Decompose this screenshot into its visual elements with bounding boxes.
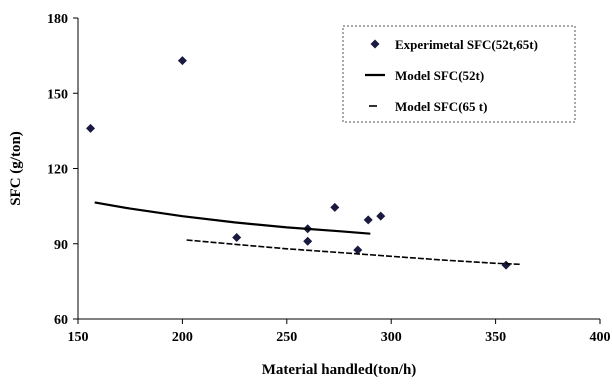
legend-label: Experimetal SFC(52t,65t) — [395, 37, 538, 52]
x-tick-label: 350 — [485, 330, 506, 345]
y-axis-title: SFC (g/ton) — [8, 131, 24, 206]
x-tick-label: 200 — [172, 330, 193, 345]
y-tick-label: 150 — [47, 87, 68, 102]
data-point — [330, 202, 340, 212]
x-tick-label: 400 — [590, 330, 611, 345]
y-tick-label: 60 — [54, 313, 68, 328]
series-line — [94, 201, 371, 235]
data-point — [363, 215, 373, 225]
y-tick-label: 180 — [47, 12, 68, 27]
legend-swatch-diamond — [370, 39, 380, 49]
y-tick-label: 120 — [47, 163, 68, 178]
x-axis-title: Material handled(ton/h) — [262, 362, 417, 378]
legend-label: Model SFC(52t) — [395, 68, 484, 83]
legend: Experimetal SFC(52t,65t) Model SFC(52t) Mo… — [342, 25, 576, 123]
x-tick-label: 150 — [68, 330, 89, 345]
y-tick-label: 90 — [54, 238, 68, 253]
x-tick-label: 300 — [381, 330, 402, 345]
tick-labels: 150 200 250 300 350 400 60 90 120 150 180 — [47, 12, 611, 345]
axes — [73, 17, 601, 324]
legend-label: Model SFC(65 t) — [395, 99, 487, 114]
series — [86, 56, 521, 270]
x-tick-label: 250 — [276, 330, 297, 345]
data-point — [86, 123, 96, 133]
data-point — [376, 211, 386, 221]
series-line — [186, 239, 521, 266]
data-point — [501, 260, 511, 270]
data-point — [232, 232, 242, 242]
data-point — [177, 56, 187, 66]
data-point — [353, 245, 363, 255]
data-point — [303, 236, 313, 246]
